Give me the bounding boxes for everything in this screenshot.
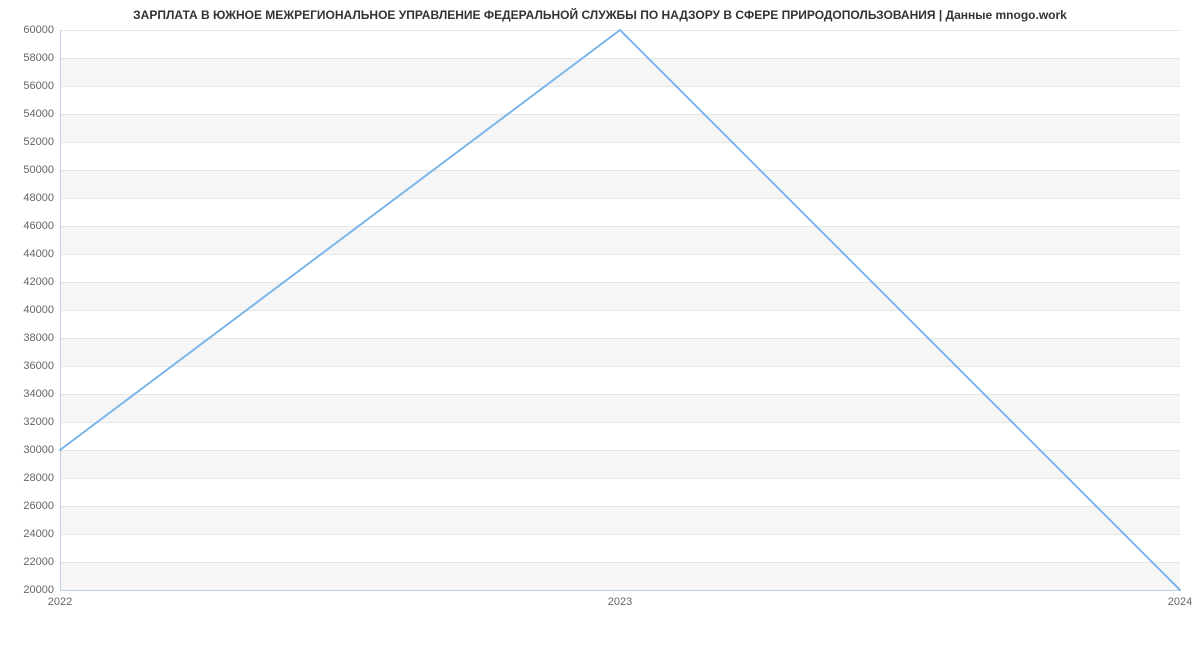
y-tick-label: 34000 [23,388,54,400]
y-tick-label: 56000 [23,80,54,92]
x-axis-line [60,590,1180,591]
x-tick-label: 2024 [1168,596,1192,608]
plot-area: 2000022000240002600028000300003200034000… [60,30,1180,590]
y-tick-label: 42000 [23,276,54,288]
y-tick-label: 36000 [23,360,54,372]
series-layer [60,30,1180,590]
y-tick-label: 54000 [23,108,54,120]
y-tick-label: 32000 [23,416,54,428]
y-tick-label: 52000 [23,136,54,148]
y-tick-label: 58000 [23,52,54,64]
salary-chart: ЗАРПЛАТА В ЮЖНОЕ МЕЖРЕГИОНАЛЬНОЕ УПРАВЛЕ… [0,0,1200,650]
chart-title: ЗАРПЛАТА В ЮЖНОЕ МЕЖРЕГИОНАЛЬНОЕ УПРАВЛЕ… [0,8,1200,22]
x-tick-label: 2022 [48,596,72,608]
y-tick-label: 24000 [23,528,54,540]
y-tick-label: 40000 [23,304,54,316]
y-tick-label: 22000 [23,556,54,568]
x-tick-label: 2023 [608,596,632,608]
y-tick-label: 28000 [23,472,54,484]
series-line-salary [60,30,1180,590]
y-tick-label: 30000 [23,444,54,456]
y-tick-label: 20000 [23,584,54,596]
y-tick-label: 38000 [23,332,54,344]
y-tick-label: 26000 [23,500,54,512]
y-tick-label: 44000 [23,248,54,260]
y-tick-label: 60000 [23,24,54,36]
y-tick-label: 50000 [23,164,54,176]
y-tick-label: 46000 [23,220,54,232]
y-tick-label: 48000 [23,192,54,204]
